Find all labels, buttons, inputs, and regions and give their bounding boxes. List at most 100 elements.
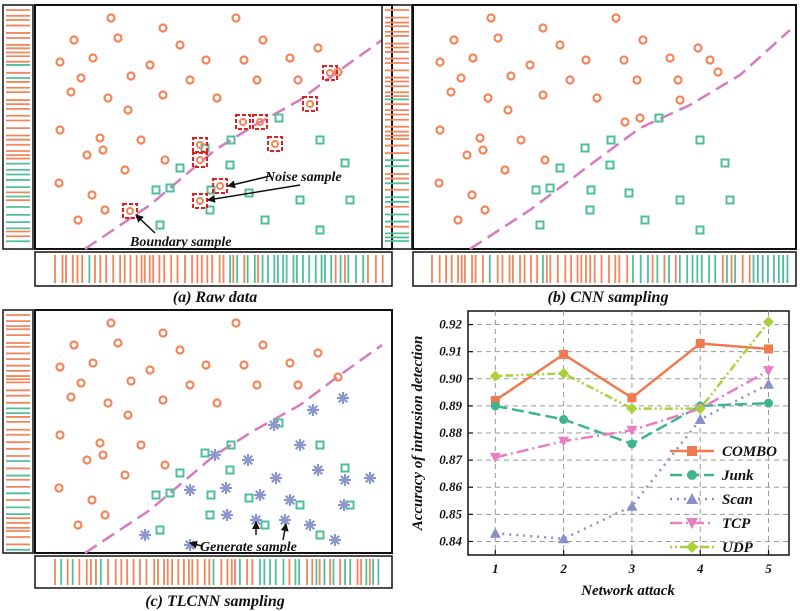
series-point-udp [763,316,775,328]
sample-circle [136,440,146,450]
sample-circle [285,53,295,63]
sample-square [340,158,350,168]
sample-circle [486,13,496,23]
series-point-scan [626,500,638,511]
sample-circle [475,133,485,143]
highlighted-sample [256,118,264,126]
panel-a-left-rug [6,9,30,243]
legend-item-tcp: TCP [670,516,751,532]
sample-square [640,215,650,225]
highlighted-sample [196,141,204,149]
sample-circle [113,338,123,348]
sample-circle [453,215,463,225]
legend-label: Junk [721,468,754,484]
sample-circle [483,93,493,103]
sample-square [580,143,590,153]
panel-a-majority-samples [54,13,343,225]
sample-circle [467,190,477,200]
sample-circle [705,55,715,65]
generated-sample-star [329,534,341,546]
sample-circle [506,71,516,81]
sample-circle [158,395,168,405]
generated-sample-star [184,484,196,496]
sample-square [605,160,615,170]
series-point-scan [558,533,570,544]
sample-circle [95,438,105,448]
sample-square [244,493,254,503]
series-point-scan [763,378,775,389]
sample-circle [201,360,211,370]
series-udp [489,316,775,415]
panel-c-generated-samples [139,392,376,551]
sample-square [175,163,185,173]
sample-circle [175,345,185,355]
sample-circle [54,483,64,493]
series-point-scan [694,413,706,424]
sample-circle [160,460,170,470]
panel-a-bottom-strip [34,251,393,287]
sample-circle [76,73,86,83]
series-junk [490,398,774,449]
series-point-tcp [558,436,570,447]
sample-circle [123,105,133,115]
highlight-box [302,96,318,112]
panel-b-left-strip [381,4,413,250]
sample-square [206,185,216,195]
highlighted-sample [196,156,204,164]
sample-circle [158,23,168,33]
sample-circle [252,380,262,390]
series-point-udp [694,403,706,415]
highlight-box [252,114,268,130]
sample-circle [258,340,268,350]
sample-circle [82,150,92,160]
sample-square [624,188,634,198]
highlighted-sample [196,197,204,205]
sample-square [225,160,235,170]
panel-a: Noise sample Boundary sample (a) Raw dat… [2,4,393,306]
sample-square [675,195,685,205]
y-tick-label: 0.84 [439,533,462,548]
x-tick-label: 3 [628,561,636,576]
sample-circle [66,87,76,97]
panel-b-minority-samples [531,113,735,235]
x-tick-label: 4 [696,561,704,576]
panel-c-minority-samples [151,418,355,540]
y-tick-label: 0.92 [439,317,462,332]
panel-c-majority-samples [54,318,343,530]
legend-label: TCP [722,516,751,532]
sample-circle [185,380,195,390]
sample-square [535,220,545,230]
sample-square [205,510,215,520]
sample-circle [95,133,105,143]
highlighted-sample [216,182,224,190]
series-point-junk [490,401,500,411]
sample-circle [333,67,343,77]
sample-circle [478,145,488,155]
sample-circle [435,125,445,135]
sample-circle [106,318,116,328]
sample-circle [103,398,113,408]
legend-item-combo: COMBO [670,444,777,460]
sample-circle [87,495,97,505]
highlight-box [192,137,208,153]
generated-sample-star [312,464,324,476]
sample-circle [555,40,565,50]
sample-square [274,113,284,123]
sample-square [151,490,161,500]
sample-square [315,225,325,235]
sample-circle [76,378,86,388]
sample-circle [126,71,136,81]
series-point-junk [764,398,774,408]
chart-x-ticks: 1 2 3 4 5 [492,550,772,576]
legend-marker [686,518,698,529]
series-point-udp [558,367,570,379]
panel-b-frame [412,4,797,250]
sample-circle [69,35,79,45]
sample-circle [106,13,116,23]
sample-circle [145,365,155,375]
sample-circle [449,35,459,45]
sample-square [226,440,236,450]
sample-circle [100,205,110,215]
x-tick-label: 5 [765,561,772,576]
sample-circle [632,75,642,85]
